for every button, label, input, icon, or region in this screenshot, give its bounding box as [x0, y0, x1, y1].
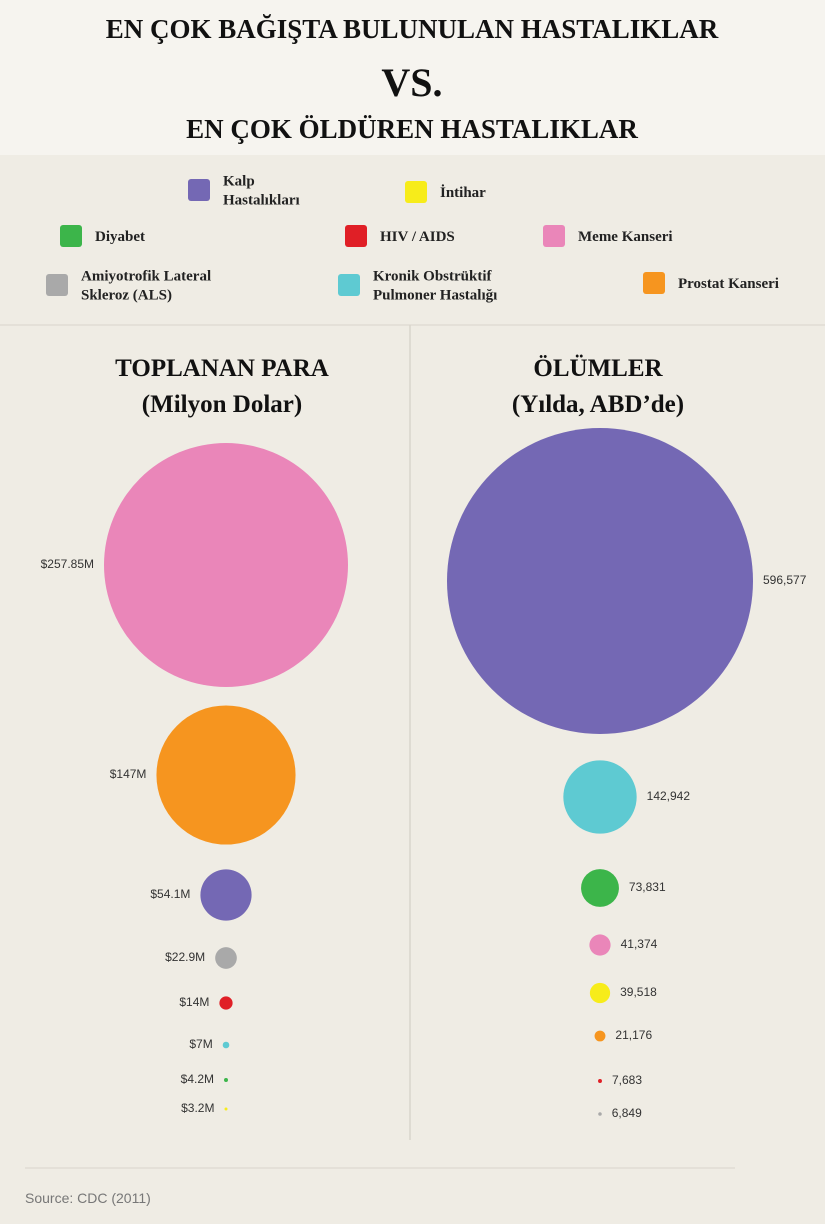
- legend-label: Meme Kanseri: [578, 229, 673, 245]
- bubble: [219, 996, 233, 1010]
- value-label: 39,518: [620, 985, 657, 999]
- value-label: $54.1M: [150, 887, 190, 901]
- bubble: [594, 1030, 606, 1042]
- legend-label: Skleroz (ALS): [81, 288, 172, 304]
- value-label: $4.2M: [181, 1072, 214, 1086]
- value-label: 73,831: [629, 880, 666, 894]
- bubble: [447, 428, 753, 734]
- title-vs: VS.: [381, 60, 442, 105]
- legend-label: Pulmoner Hastalığı: [373, 288, 497, 304]
- bubble: [598, 1079, 602, 1083]
- value-label: $7M: [189, 1037, 212, 1051]
- bubble: [598, 1112, 602, 1116]
- legend-swatch: [60, 225, 82, 247]
- header-band: [0, 0, 825, 155]
- bubble: [156, 705, 296, 845]
- legend-swatch: [643, 272, 665, 294]
- bubble: [563, 760, 637, 834]
- value-label: 596,577: [763, 573, 807, 587]
- value-label: $22.9M: [165, 950, 205, 964]
- legend-label: Diyabet: [95, 229, 145, 245]
- value-label: $147M: [110, 767, 147, 781]
- bubble: [200, 869, 252, 921]
- legend-swatch: [188, 179, 210, 201]
- panel-title: ÖLÜMLER: [533, 355, 663, 382]
- legend-label: Hastalıkları: [223, 193, 300, 209]
- title-line: EN ÇOK ÖLDÜREN HASTALIKLAR: [186, 114, 638, 144]
- value-label: 41,374: [621, 937, 658, 951]
- bubble: [581, 869, 619, 907]
- bubble: [589, 934, 611, 956]
- legend-label: İntihar: [440, 184, 486, 201]
- value-label: $14M: [179, 995, 209, 1009]
- bubble: [224, 1078, 228, 1082]
- panel-subtitle: (Milyon Dolar): [142, 391, 302, 418]
- value-label: 142,942: [647, 789, 691, 803]
- value-label: 21,176: [615, 1028, 652, 1042]
- legend-swatch: [345, 225, 367, 247]
- panel-title: TOPLANAN PARA: [115, 355, 329, 382]
- value-label: 6,849: [612, 1106, 642, 1120]
- value-label: $257.85M: [41, 557, 94, 571]
- legend-label: Amiyotrofik Lateral: [81, 269, 211, 285]
- bubble: [222, 1041, 230, 1049]
- legend-label: Kronik Obstrüktif: [373, 269, 493, 285]
- source: Source: CDC (2011): [25, 1190, 151, 1206]
- legend-label: HIV / AIDS: [380, 229, 455, 245]
- bubble: [224, 1107, 228, 1111]
- legend-swatch: [338, 274, 360, 296]
- panel-subtitle: (Yılda, ABD’de): [512, 391, 684, 418]
- legend-swatch: [543, 225, 565, 247]
- bubble: [589, 982, 611, 1004]
- bubble: [215, 947, 237, 969]
- value-label: $3.2M: [181, 1101, 214, 1115]
- value-label: 7,683: [612, 1073, 642, 1087]
- legend-swatch: [405, 181, 427, 203]
- legend-swatch: [46, 274, 68, 296]
- title-line: EN ÇOK BAĞIŞTA BULUNULAN HASTALIKLAR: [106, 14, 719, 44]
- legend-label: Prostat Kanseri: [678, 276, 779, 292]
- legend-label: Kalp: [223, 174, 255, 190]
- bubble: [104, 443, 348, 687]
